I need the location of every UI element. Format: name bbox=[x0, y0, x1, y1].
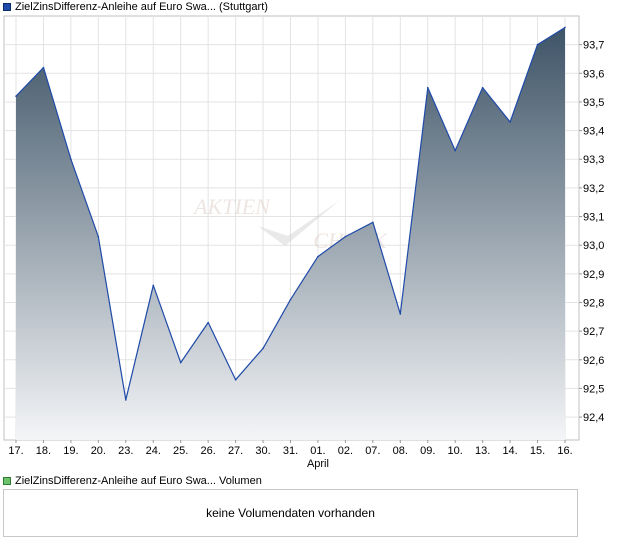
price-point-19 bbox=[536, 43, 539, 46]
y-tick-label: 93,3 bbox=[583, 154, 604, 166]
x-tick-label: 02. bbox=[338, 445, 353, 457]
price-point-18 bbox=[509, 121, 511, 123]
watermark-check-icon bbox=[258, 200, 340, 246]
price-legend: ZielZinsDifferenz-Anleihe auf Euro Swa..… bbox=[3, 0, 268, 14]
x-tick-label: 10. bbox=[448, 445, 463, 457]
x-tick-label: 20. bbox=[91, 445, 106, 457]
y-tick-label: 93,0 bbox=[583, 240, 604, 252]
y-tick-label: 93,4 bbox=[583, 126, 604, 138]
price-area bbox=[16, 27, 565, 440]
price-legend-name: ZielZinsDifferenz-Anleihe auf Euro Swa..… bbox=[15, 1, 216, 13]
volume-legend-name: ZielZinsDifferenz-Anleihe auf Euro Swa..… bbox=[15, 475, 216, 487]
price-point-1 bbox=[42, 66, 45, 69]
price-point-2 bbox=[70, 158, 72, 161]
price-point-17 bbox=[481, 86, 484, 89]
x-tick-label: 07. bbox=[365, 445, 380, 457]
x-tick-label: 23. bbox=[118, 445, 133, 457]
price-point-16 bbox=[454, 149, 457, 152]
price-chart: AKTIEN CHECK 92,492,592,692,792,892,993,… bbox=[3, 15, 604, 470]
x-tick-label: 16. bbox=[557, 445, 572, 457]
y-tick-label: 93,2 bbox=[583, 183, 604, 195]
y-tick-label: 92,4 bbox=[583, 412, 604, 424]
price-point-15 bbox=[426, 86, 429, 89]
price-point-20 bbox=[564, 26, 566, 29]
y-tick-label: 93,5 bbox=[583, 97, 604, 109]
x-axis: 17. 18. 19. 20. 23. 24. 25. 26. 27. 30. 31. 01. 02. 0… bbox=[8, 440, 573, 470]
x-tick-label: 30. bbox=[255, 445, 270, 457]
volume-legend-label: Volumen bbox=[219, 475, 262, 487]
price-point-14 bbox=[399, 313, 402, 315]
y-tick-label: 92,5 bbox=[583, 383, 604, 395]
price-point-10 bbox=[289, 298, 292, 301]
series-layer bbox=[15, 26, 566, 440]
y-tick-label: 92,7 bbox=[583, 326, 604, 338]
x-tick-label: 13. bbox=[475, 445, 490, 457]
y-tick-label: 92,8 bbox=[583, 297, 604, 309]
price-legend-exchange: (Stuttgart) bbox=[219, 1, 268, 13]
x-tick-label: 01. bbox=[310, 445, 325, 457]
price-point-11 bbox=[317, 255, 319, 258]
y-tick-label: 93,7 bbox=[583, 40, 604, 52]
x-tick-label: 08. bbox=[393, 445, 408, 457]
price-point-13 bbox=[372, 221, 374, 224]
price-point-7 bbox=[207, 321, 209, 324]
price-point-4 bbox=[125, 399, 127, 401]
price-point-9 bbox=[262, 347, 264, 350]
y-tick-label: 93,6 bbox=[583, 68, 604, 80]
price-point-8 bbox=[234, 379, 237, 381]
x-tick-label: 25. bbox=[173, 445, 188, 457]
x-month-label: April bbox=[307, 458, 329, 470]
volume-empty-message: keine Volumendaten vorhanden bbox=[206, 506, 375, 520]
x-tick-label: 19. bbox=[63, 445, 78, 457]
watermark-text-top: AKTIEN bbox=[192, 194, 271, 219]
price-point-12 bbox=[344, 235, 347, 238]
volume-legend-swatch bbox=[3, 477, 11, 485]
x-tick-label: 18. bbox=[36, 445, 51, 457]
price-legend-swatch bbox=[3, 3, 11, 11]
x-tick-label: 14. bbox=[502, 445, 517, 457]
price-point-3 bbox=[97, 235, 100, 238]
y-tick-label: 92,9 bbox=[583, 269, 604, 281]
x-tick-label: 17. bbox=[8, 445, 23, 457]
x-tick-label: 15. bbox=[530, 445, 545, 457]
price-point-6 bbox=[179, 361, 182, 364]
price-point-5 bbox=[152, 284, 155, 287]
x-tick-label: 31. bbox=[283, 445, 298, 457]
volume-legend: ZielZinsDifferenz-Anleihe auf Euro Swa..… bbox=[3, 474, 262, 488]
x-tick-label: 24. bbox=[146, 445, 161, 457]
x-tick-label: 09. bbox=[420, 445, 435, 457]
price-point-0 bbox=[15, 95, 17, 98]
y-tick-label: 93,1 bbox=[583, 212, 604, 224]
volume-panel: keine Volumendaten vorhanden bbox=[3, 489, 578, 537]
x-tick-label: 26. bbox=[201, 445, 216, 457]
x-tick-label: 27. bbox=[228, 445, 243, 457]
y-tick-label: 92,6 bbox=[583, 355, 604, 367]
y-axis: 92,4 92,5 92,6 92,7 92,8 92,9 93,0 93,1 93,2 93,3… bbox=[579, 40, 604, 424]
